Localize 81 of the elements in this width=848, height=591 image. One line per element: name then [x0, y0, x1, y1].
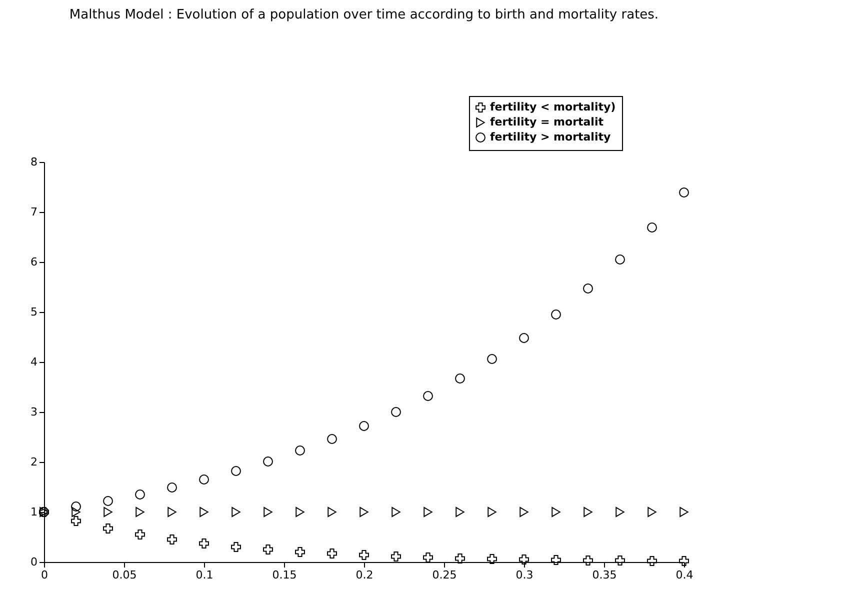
- point: [456, 507, 464, 517]
- point: [295, 446, 305, 456]
- legend-label: fertility < mortality): [490, 100, 616, 114]
- chart-title: Malthus Model : Evolution of a population over time according to birth and mortality rates.: [69, 8, 659, 22]
- point: [551, 555, 561, 565]
- point: [359, 550, 369, 560]
- point: [679, 188, 689, 198]
- point: [328, 507, 336, 517]
- x-tick-label: 0.3: [516, 568, 534, 582]
- point: [487, 554, 497, 564]
- y-tick-label: 2: [30, 456, 38, 468]
- point: [488, 507, 496, 517]
- y-tick-label: 8: [30, 156, 38, 168]
- point: [583, 284, 593, 294]
- point: [295, 547, 305, 557]
- point: [647, 222, 657, 232]
- point: [136, 507, 144, 517]
- point: [647, 556, 657, 566]
- point: [616, 507, 624, 517]
- legend-label: fertility > mortality: [490, 130, 611, 144]
- point: [648, 507, 656, 517]
- point: [391, 552, 401, 562]
- point: [263, 456, 273, 466]
- point: [552, 507, 560, 517]
- point: [71, 516, 81, 526]
- y-tick-label: 6: [30, 256, 38, 268]
- point: [680, 507, 688, 517]
- x-tick-label: 0.15: [272, 568, 297, 582]
- point: [200, 507, 208, 517]
- point: [360, 507, 368, 517]
- point: [296, 507, 304, 517]
- point: [135, 530, 145, 540]
- point: [455, 554, 465, 564]
- point: [615, 556, 625, 566]
- point: [519, 554, 529, 564]
- x-tick-label: 0.35: [592, 568, 617, 582]
- y-tick-label: 5: [30, 306, 38, 318]
- point: [487, 354, 497, 364]
- point: [199, 474, 209, 484]
- point: [455, 374, 465, 384]
- point: [167, 534, 177, 544]
- point: [519, 333, 529, 343]
- x-tick-label: 0.2: [356, 568, 374, 582]
- point: [231, 466, 241, 476]
- point: [71, 502, 81, 512]
- point: [168, 507, 176, 517]
- point: [327, 434, 337, 444]
- point: [392, 507, 400, 517]
- point: [199, 538, 209, 548]
- point: [424, 507, 432, 517]
- y-tick-label: 7: [30, 206, 38, 218]
- point: [520, 507, 528, 517]
- point: [391, 407, 401, 417]
- point: [167, 482, 177, 492]
- y-tick-label: 1: [30, 506, 38, 518]
- point: [103, 524, 113, 534]
- y-tick-label: 3: [30, 406, 38, 418]
- point: [263, 544, 273, 554]
- point: [103, 496, 113, 506]
- point: [135, 490, 145, 500]
- x-tick-label: 0.1: [196, 568, 214, 582]
- point: [72, 507, 80, 517]
- x-tick-label: 0.05: [112, 568, 137, 582]
- y-tick-label: 0: [30, 556, 38, 568]
- point: [423, 552, 433, 562]
- point: [104, 507, 112, 517]
- point: [583, 556, 593, 566]
- legend-label: fertility = mortalit: [490, 116, 604, 128]
- point: [359, 421, 369, 431]
- y-tick-label: 4: [30, 356, 38, 368]
- point: [551, 310, 561, 320]
- point: [232, 507, 240, 517]
- point: [615, 254, 625, 264]
- x-tick-label: 0.25: [432, 568, 457, 582]
- point: [264, 507, 272, 517]
- point: [584, 507, 592, 517]
- point: [423, 391, 433, 401]
- x-tick-label: 0: [41, 568, 48, 582]
- point: [327, 548, 337, 558]
- point: [231, 542, 241, 552]
- x-tick-label: 0.4: [676, 568, 694, 582]
